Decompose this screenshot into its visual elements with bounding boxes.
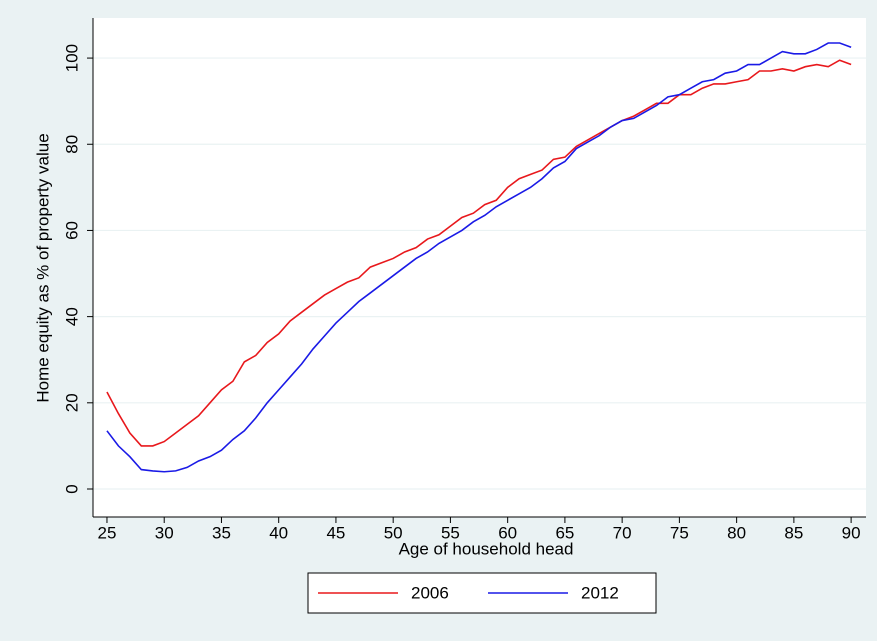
x-axis-label: Age of household head [399,539,574,558]
x-tick-label: 45 [326,523,345,542]
y-tick-label: 40 [62,307,81,326]
x-tick-label: 25 [98,523,117,542]
y-tick-label: 100 [62,44,81,72]
x-tick-label: 40 [269,523,288,542]
x-tick-label: 65 [555,523,574,542]
data-line [106,59,852,447]
y-tick-label: 0 [62,484,81,493]
x-tick-label: 55 [441,523,460,542]
y-axis-label: Home equity as % of property value [33,133,52,402]
y-tick-label: 60 [62,221,81,240]
legend-label: 2006 [411,583,449,602]
x-tick-label: 85 [784,523,803,542]
x-tick-label: 50 [384,523,403,542]
x-tick-label: 35 [212,523,231,542]
data-line [106,42,852,473]
x-tick-label: 60 [498,523,517,542]
x-tick-label: 90 [842,523,861,542]
x-tick-label: 75 [670,523,689,542]
x-tick-label: 70 [613,523,632,542]
legend-label: 2012 [581,583,619,602]
y-tick-label: 80 [62,135,81,154]
x-tick-label: 30 [155,523,174,542]
plot-area [93,18,866,517]
x-tick-label: 80 [727,523,746,542]
y-tick-label: 20 [62,393,81,412]
